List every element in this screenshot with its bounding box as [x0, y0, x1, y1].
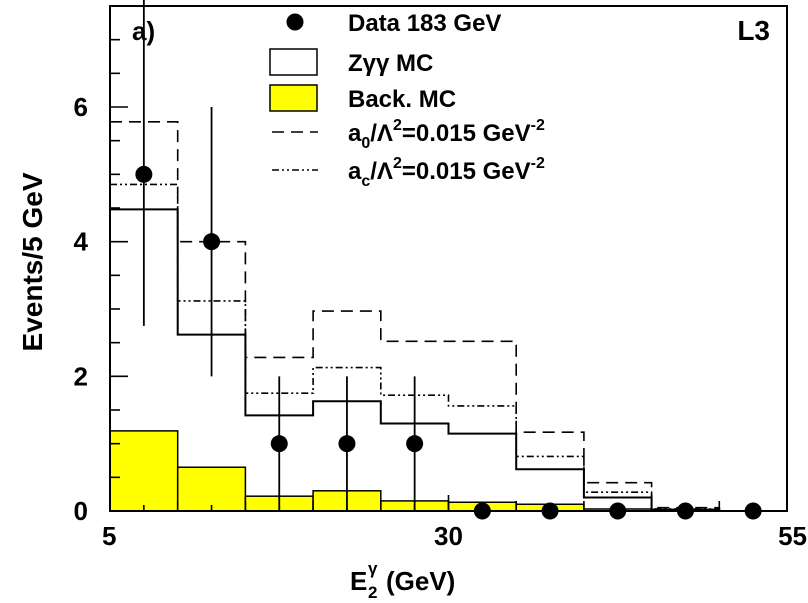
data-point — [473, 502, 491, 520]
x-tick-label: 30 — [434, 521, 463, 551]
legend-item-2: Zγγ MC — [269, 48, 433, 77]
data-point — [541, 502, 559, 520]
series-dashed-histogram — [110, 121, 787, 512]
back-mc-bar-1 — [109, 430, 179, 512]
legend-text: Data 183 GeV — [348, 10, 501, 37]
legend-dot-icon — [286, 13, 304, 31]
legend-yellow-box-icon — [269, 84, 318, 112]
legend-item-3: Back. MC — [269, 84, 456, 113]
x-axis-label-main: E — [350, 566, 367, 596]
data-point — [676, 502, 694, 520]
x-axis-label: E 2 γ (GeV) — [350, 559, 455, 602]
data-point — [744, 502, 762, 520]
legend-text: a0/Λ2=0.015 GeV-2 — [348, 117, 545, 152]
legend: Data 183 GeV Zγγ MC Back. MC a0/Λ2=0.015 Ge… — [269, 10, 545, 190]
x-axis-label-sub: 2 — [368, 583, 377, 602]
y-tick-label: 0 — [74, 496, 88, 526]
legend-text: Back. MC — [348, 86, 456, 113]
legend-item-4: a0/Λ2=0.015 GeV-2 — [272, 117, 545, 152]
y-tick-label: 6 — [74, 92, 88, 122]
panel-label: a) — [132, 16, 155, 46]
axis-ticks: 5 30 55 0 2 4 6 — [74, 38, 807, 551]
data-point — [609, 502, 627, 520]
legend-item-1: Data 183 GeV — [286, 10, 501, 37]
legend-text: ac/Λ2=0.015 GeV-2 — [348, 155, 545, 190]
x-axis-label-sup: γ — [368, 559, 378, 578]
legend-text: Zγγ MC — [348, 50, 433, 77]
series-dashdot-histogram — [110, 183, 787, 512]
y-tick-label: 2 — [74, 361, 88, 391]
back-mc-bar-2 — [176, 466, 247, 512]
data-point — [135, 165, 153, 183]
data-point — [203, 233, 221, 251]
data-point — [406, 435, 424, 453]
legend-item-5: ac/Λ2=0.015 GeV-2 — [272, 155, 545, 190]
x-axis-label-unit: (GeV) — [386, 566, 455, 596]
x-tick-label: 55 — [778, 521, 807, 551]
background-mc-fills — [109, 430, 653, 512]
experiment-label: L3 — [737, 15, 770, 46]
data-point — [338, 435, 356, 453]
y-axis-label: Events/5 GeV — [17, 172, 48, 351]
legend-open-box-icon — [269, 48, 318, 76]
data-point — [270, 435, 288, 453]
y-tick-label: 4 — [74, 227, 89, 257]
x-tick-label: 5 — [102, 521, 116, 551]
data-points — [135, 0, 762, 520]
